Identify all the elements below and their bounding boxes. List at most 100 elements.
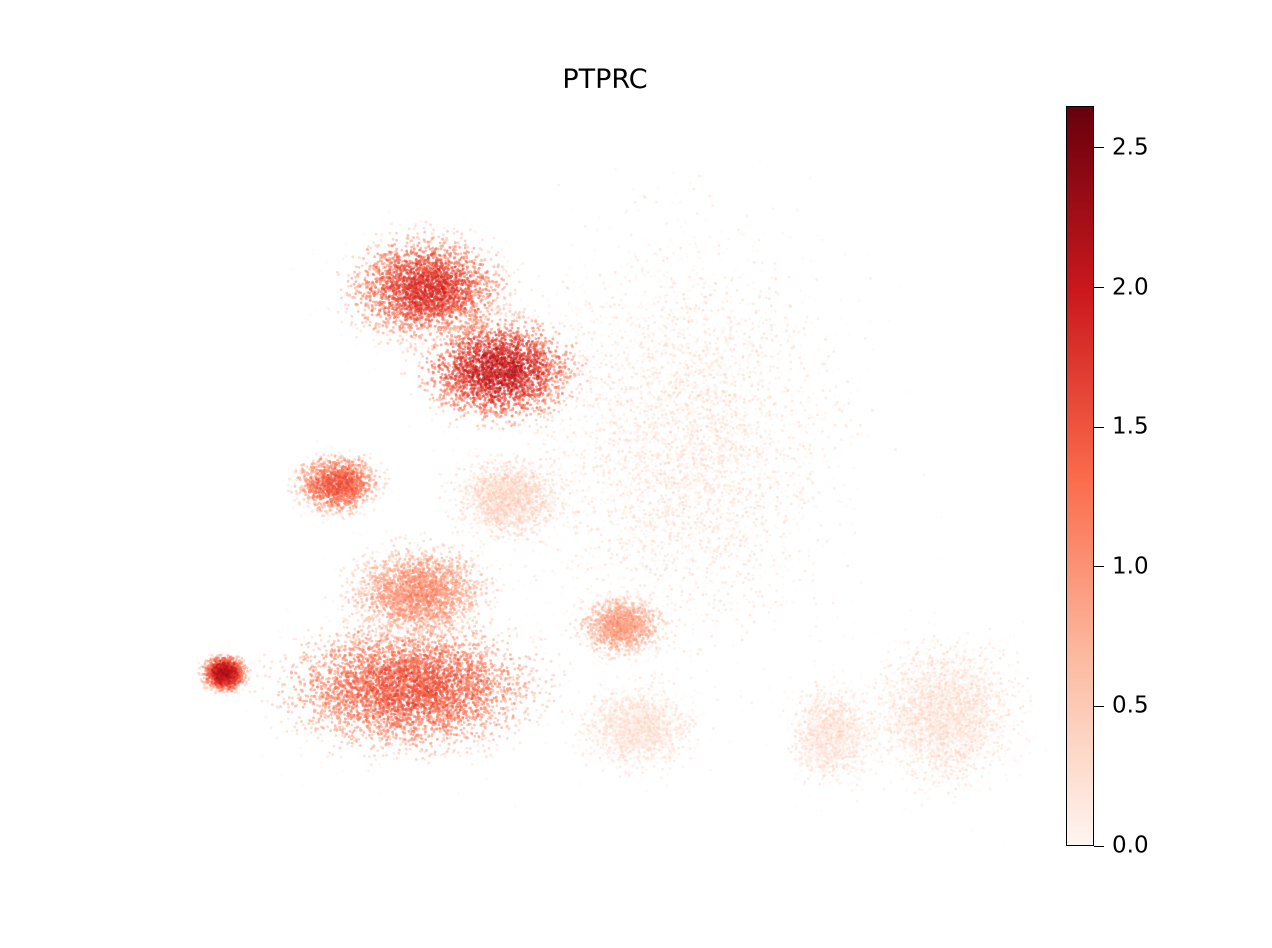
cell-point xyxy=(553,306,556,309)
cell-point xyxy=(432,229,435,232)
cell-point xyxy=(493,265,496,268)
cell-point xyxy=(500,407,503,410)
cell-point xyxy=(479,319,482,322)
cell-point xyxy=(551,355,554,358)
cell-point xyxy=(423,266,426,269)
cell-point xyxy=(527,316,530,319)
cell-point xyxy=(340,334,343,337)
cell-point xyxy=(429,324,432,327)
cell-point xyxy=(421,342,424,345)
cell-point xyxy=(450,334,453,337)
cell-point xyxy=(365,286,368,289)
cell-point xyxy=(519,358,522,361)
cell-point xyxy=(421,221,424,224)
cell-point xyxy=(388,330,391,333)
cell-point xyxy=(557,355,560,358)
cell-point xyxy=(484,288,487,291)
cell-point xyxy=(461,368,464,371)
cell-point xyxy=(460,252,463,255)
cell-point xyxy=(551,416,554,419)
cell-point xyxy=(392,271,395,274)
cell-point xyxy=(495,351,498,354)
cell-point xyxy=(529,404,532,407)
cell-point xyxy=(553,409,556,412)
cell-point xyxy=(373,268,376,271)
cell-point xyxy=(593,366,596,369)
cell-point xyxy=(419,337,422,340)
cell-point xyxy=(425,293,428,296)
cell-point xyxy=(456,390,459,393)
cell-point xyxy=(377,261,380,264)
cell-point xyxy=(459,272,462,275)
cell-point xyxy=(485,293,488,296)
cell-point xyxy=(460,397,463,400)
cell-point xyxy=(473,262,476,265)
cell-point xyxy=(453,278,456,281)
cell-point xyxy=(474,292,477,295)
cell-point xyxy=(438,278,441,281)
cell-point xyxy=(401,260,404,263)
cell-point xyxy=(406,291,409,294)
cell-point xyxy=(446,393,449,396)
cell-point xyxy=(426,389,429,392)
cell-point xyxy=(416,244,419,247)
cell-point xyxy=(466,375,469,378)
cell-point xyxy=(391,283,394,286)
cell-point xyxy=(419,274,422,277)
cell-point xyxy=(473,335,476,338)
cell-point xyxy=(448,311,451,314)
cell-point xyxy=(320,270,323,273)
cell-point xyxy=(428,264,431,267)
cell-point xyxy=(462,217,465,220)
cell-point xyxy=(451,308,454,311)
cell-point xyxy=(444,431,447,434)
cell-point xyxy=(523,410,526,413)
cell-point xyxy=(378,343,381,346)
cell-point xyxy=(463,271,466,274)
cell-point xyxy=(412,301,415,304)
cell-point xyxy=(468,281,471,284)
cell-point xyxy=(366,274,369,277)
cell-point xyxy=(398,261,401,264)
cell-point xyxy=(411,313,414,316)
cell-point xyxy=(446,299,449,302)
cell-point xyxy=(502,268,505,271)
cell-point xyxy=(440,402,443,405)
cell-point xyxy=(475,302,478,305)
cell-point xyxy=(479,393,482,396)
cell-point xyxy=(535,423,538,426)
cell-point xyxy=(467,246,470,249)
cell-point xyxy=(416,232,419,235)
cell-point xyxy=(464,321,467,324)
cell-point xyxy=(351,255,354,258)
cell-point xyxy=(381,287,384,290)
cell-point xyxy=(469,309,472,312)
cell-point xyxy=(376,277,379,280)
cell-point xyxy=(312,252,315,255)
cell-point xyxy=(486,284,489,287)
cell-point xyxy=(492,364,495,367)
cell-point xyxy=(426,272,429,275)
cell-point xyxy=(431,283,434,286)
cell-point xyxy=(432,449,435,452)
cell-point xyxy=(381,301,384,304)
cell-point xyxy=(505,270,508,273)
cell-point xyxy=(430,360,433,363)
cell-point xyxy=(365,270,368,273)
cell-point xyxy=(382,320,385,323)
cell-point xyxy=(424,318,427,321)
cell-point xyxy=(549,412,552,415)
cell-point xyxy=(413,320,416,323)
cell-point xyxy=(446,282,449,285)
cell-point xyxy=(443,271,446,274)
cell-point xyxy=(441,373,444,376)
cell-point xyxy=(479,287,482,290)
cell-point xyxy=(468,342,471,345)
cell-point xyxy=(471,342,474,345)
cell-point xyxy=(482,295,485,298)
cell-point xyxy=(380,291,383,294)
cell-point xyxy=(394,265,397,268)
cell-point xyxy=(431,247,434,250)
cell-point xyxy=(414,289,417,292)
cell-point xyxy=(424,389,427,392)
